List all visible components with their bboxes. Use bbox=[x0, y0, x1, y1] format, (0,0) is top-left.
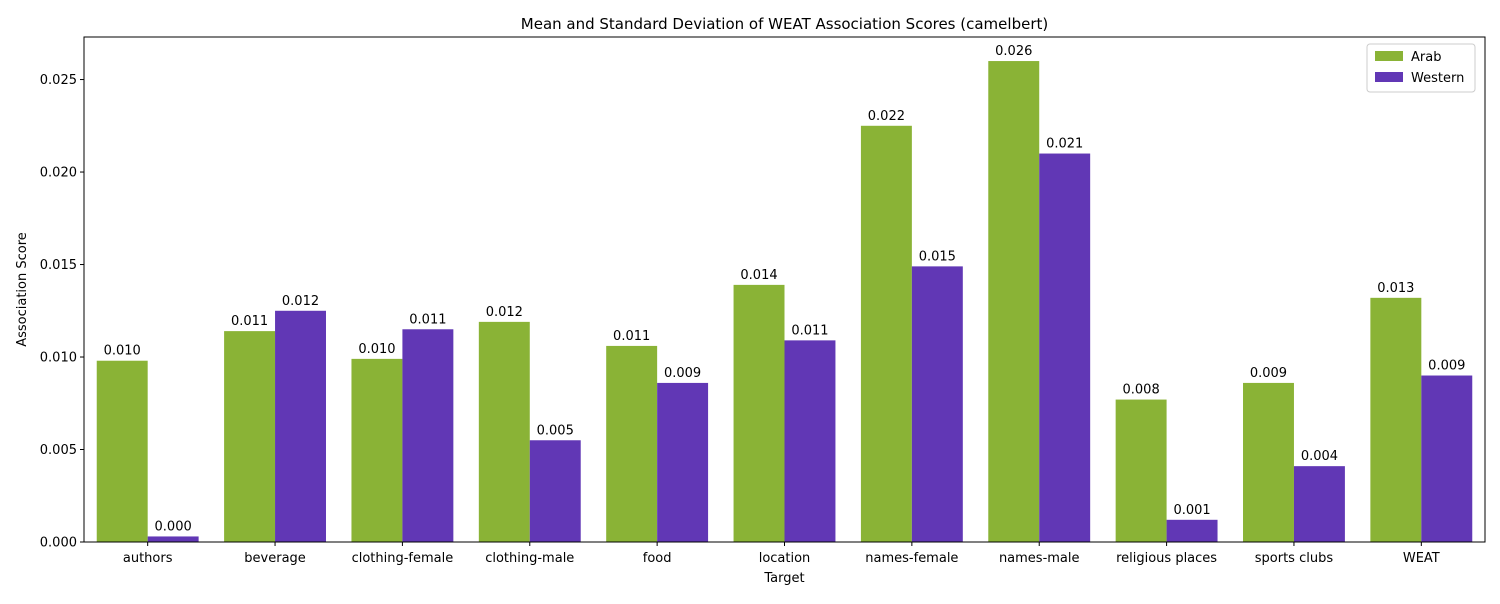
bar-western-food bbox=[657, 382, 709, 542]
value-label-arab-clothing-female: 0.010 bbox=[358, 342, 395, 357]
bar-western-sports-clubs bbox=[1293, 466, 1345, 542]
bar-arab-beverage bbox=[224, 331, 276, 542]
bars-layer bbox=[96, 61, 1473, 543]
value-label-arab-names-female: 0.022 bbox=[868, 109, 905, 124]
value-label-arab-sports-clubs: 0.009 bbox=[1250, 366, 1287, 381]
x-tick-label: sports clubs bbox=[1255, 551, 1334, 566]
value-labels-layer: 0.010 0.011 0.010 0.012 0.011 0.014 0.022 0.026… bbox=[104, 44, 1466, 534]
value-label-arab-religious-places: 0.008 bbox=[1123, 383, 1160, 398]
bar-arab-clothing-male bbox=[478, 321, 530, 542]
x-tick-label: beverage bbox=[244, 551, 306, 566]
value-label-arab-location: 0.014 bbox=[740, 268, 777, 283]
bar-western-weat bbox=[1421, 375, 1473, 542]
legend-swatch-arab bbox=[1375, 51, 1403, 61]
bar-arab-location bbox=[733, 284, 785, 542]
y-tick-label: 0.025 bbox=[40, 73, 77, 88]
bar-western-clothing-male bbox=[529, 440, 581, 542]
value-label-western-names-male: 0.021 bbox=[1046, 137, 1083, 152]
bar-arab-names-female bbox=[860, 125, 912, 543]
bar-arab-clothing-female bbox=[351, 358, 403, 542]
bar-arab-weat bbox=[1370, 297, 1422, 542]
x-tick-label: location bbox=[759, 551, 811, 566]
bar-western-names-male bbox=[1039, 153, 1091, 543]
legend-label-arab: Arab bbox=[1411, 50, 1441, 65]
value-label-western-clothing-female: 0.011 bbox=[409, 312, 446, 327]
x-tick-label: food bbox=[643, 551, 672, 566]
bar-arab-authors bbox=[96, 360, 148, 542]
y-tick-label: 0.005 bbox=[40, 443, 77, 458]
x-tick-label: names-female bbox=[865, 551, 958, 566]
value-label-arab-names-male: 0.026 bbox=[995, 44, 1032, 59]
bar-western-location bbox=[784, 340, 836, 542]
bar-arab-religious-places bbox=[1115, 399, 1167, 542]
value-label-arab-authors: 0.010 bbox=[104, 344, 141, 359]
legend: Arab Western bbox=[1366, 43, 1476, 93]
x-tick-label: authors bbox=[123, 551, 173, 566]
y-axis-label: Association Score bbox=[15, 232, 30, 347]
x-tick-label: WEAT bbox=[1403, 551, 1440, 566]
legend-swatch-western bbox=[1375, 72, 1403, 82]
value-label-western-food: 0.009 bbox=[664, 366, 701, 381]
x-tick-label: names-male bbox=[999, 551, 1080, 566]
chart-title: Mean and Standard Deviation of WEAT Asso… bbox=[521, 15, 1048, 33]
bar-western-names-female bbox=[911, 266, 963, 542]
x-tick-label: religious places bbox=[1116, 551, 1217, 566]
value-label-western-religious-places: 0.001 bbox=[1173, 503, 1210, 518]
bar-arab-food bbox=[606, 345, 658, 542]
y-tick-label: 0.010 bbox=[40, 351, 77, 366]
bar-western-clothing-female bbox=[402, 329, 454, 542]
value-label-western-names-female: 0.015 bbox=[919, 249, 956, 264]
bar-western-authors bbox=[147, 536, 199, 542]
bar-arab-sports-clubs bbox=[1243, 382, 1294, 542]
bar-western-religious-places bbox=[1166, 519, 1218, 542]
value-label-arab-food: 0.011 bbox=[613, 329, 650, 344]
value-label-western-sports-clubs: 0.004 bbox=[1301, 449, 1338, 464]
x-tick-label: clothing-female bbox=[352, 551, 454, 566]
x-tick-label: clothing-male bbox=[485, 551, 574, 566]
axes-layer: 0.000 0.005 0.010 0.015 0.020 0.025 authors bev… bbox=[40, 36, 1486, 566]
y-tick-label: 0.015 bbox=[40, 258, 77, 273]
bar-arab-names-male bbox=[988, 61, 1040, 543]
value-label-western-weat: 0.009 bbox=[1428, 359, 1465, 374]
value-label-western-clothing-male: 0.005 bbox=[537, 423, 574, 438]
value-label-western-beverage: 0.012 bbox=[282, 294, 319, 309]
value-label-western-authors: 0.000 bbox=[155, 519, 192, 534]
value-label-arab-clothing-male: 0.012 bbox=[486, 305, 523, 320]
bar-western-beverage bbox=[275, 310, 326, 542]
y-tick-label: 0.000 bbox=[40, 536, 77, 551]
x-axis-label: Target bbox=[763, 571, 804, 586]
value-label-arab-beverage: 0.011 bbox=[231, 314, 268, 329]
value-label-arab-weat: 0.013 bbox=[1377, 281, 1414, 296]
value-label-western-location: 0.011 bbox=[791, 323, 828, 338]
y-tick-label: 0.020 bbox=[40, 166, 77, 181]
legend-label-western: Western bbox=[1411, 71, 1464, 86]
